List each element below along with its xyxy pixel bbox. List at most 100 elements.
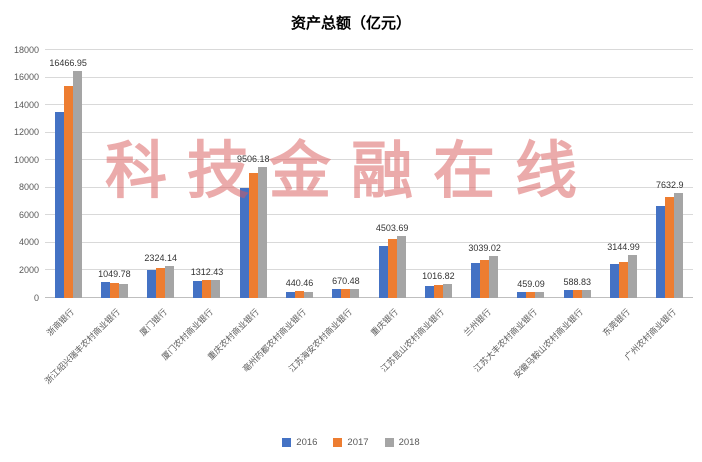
bar-group: 9506.18 — [230, 50, 276, 298]
y-axis-label: 16000 — [13, 72, 39, 83]
bar-2016 — [610, 264, 620, 298]
y-axis-label: 6000 — [18, 209, 39, 220]
legend: 2016 2017 2018 — [0, 437, 702, 448]
bar-group: 3144.99 — [600, 50, 646, 298]
legend-swatch-icon — [384, 438, 394, 447]
bar-2017 — [433, 284, 443, 298]
legend-item-2016: 2016 — [282, 437, 317, 448]
gridline — [45, 131, 693, 133]
gridline — [45, 214, 693, 216]
data-label: 440.46 — [285, 278, 314, 289]
bar-2018 — [72, 71, 82, 298]
y-axis-label: 12000 — [13, 127, 39, 138]
bar-group: 16466.95 — [45, 50, 91, 298]
bar-2018 — [396, 235, 406, 298]
bar-2016 — [147, 269, 157, 298]
bar-2018 — [257, 167, 267, 298]
y-axis-label: 18000 — [13, 44, 39, 55]
data-label: 459.09 — [517, 278, 545, 289]
bar-group: 1049.78 — [91, 50, 137, 298]
bar-2018 — [442, 284, 452, 298]
bar-2017 — [341, 288, 351, 298]
data-label: 1312.43 — [190, 266, 224, 277]
bar-2016 — [517, 292, 527, 298]
gridline — [45, 76, 693, 78]
bar-2017 — [572, 289, 582, 298]
bar-group: 440.46 — [276, 50, 322, 298]
bar-2018 — [489, 256, 499, 298]
plot-area: 16466.95 1049.78 2324.14 1312.43 9506.18 440.… — [45, 49, 693, 298]
bar-2016 — [471, 262, 481, 298]
bar-2016 — [239, 188, 249, 298]
legend-item-2018: 2018 — [384, 437, 420, 448]
gridline — [45, 104, 693, 106]
bar-2017 — [665, 196, 675, 298]
bar-2017 — [295, 291, 305, 298]
legend-swatch-icon — [282, 438, 292, 447]
bar-2016 — [563, 290, 573, 298]
bar-2016 — [378, 246, 388, 298]
data-label: 3144.99 — [607, 241, 640, 252]
bar-2017 — [526, 291, 536, 298]
bar-2018 — [118, 283, 128, 298]
bar-2016 — [286, 291, 296, 298]
bar-group: 4503.69 — [369, 50, 415, 298]
bar-2017 — [156, 267, 166, 298]
y-axis-label: 10000 — [13, 154, 39, 165]
y-axis-label: 8000 — [18, 182, 39, 193]
bar-2018 — [211, 279, 221, 298]
bar-group: 2324.14 — [138, 50, 184, 298]
bar-group: 588.83 — [554, 50, 600, 298]
bar-group: 3039.02 — [462, 50, 508, 298]
bar-group: 459.09 — [508, 50, 554, 298]
legend-label: 2016 — [296, 437, 318, 448]
bar-2017 — [202, 280, 212, 298]
chart-title: 资产总额（亿元） — [290, 15, 411, 32]
bar-2016 — [424, 285, 434, 298]
data-label: 16466.95 — [49, 58, 87, 69]
legend-label: 2017 — [347, 437, 369, 448]
bar-2018 — [350, 288, 360, 298]
bar-2016 — [193, 280, 203, 298]
data-label: 1016.82 — [422, 271, 455, 281]
bar-2018 — [628, 254, 638, 298]
bar-group: 1016.82 — [415, 50, 461, 298]
bar-2018 — [581, 289, 591, 298]
legend-swatch-icon — [333, 438, 343, 447]
bar-2017 — [387, 239, 397, 298]
bar-2018 — [674, 192, 684, 298]
y-axis-label: 4000 — [18, 237, 39, 248]
bar-2017 — [480, 260, 490, 298]
y-axis-label: 0 — [33, 292, 39, 303]
bar-2016 — [656, 206, 666, 298]
gridline — [45, 49, 693, 50]
legend-item-2017: 2017 — [333, 437, 369, 448]
bar-2017 — [248, 172, 258, 298]
data-label: 588.83 — [563, 276, 591, 287]
y-axis-label: 14000 — [13, 99, 39, 110]
data-label: 670.48 — [332, 275, 360, 286]
bar-group: 1312.43 — [184, 50, 230, 298]
bar-2018 — [165, 265, 175, 298]
data-label: 7632.9 — [656, 179, 684, 190]
data-label: 2324.14 — [144, 252, 177, 263]
bar-2016 — [54, 112, 64, 298]
legend-label: 2018 — [398, 437, 420, 448]
data-label: 4503.69 — [375, 222, 409, 233]
gridline — [45, 159, 693, 161]
bar-2017 — [109, 282, 119, 298]
bar-group: 670.48 — [323, 50, 369, 298]
bar-2017 — [619, 261, 629, 298]
data-label: 1049.78 — [98, 269, 131, 280]
bar-2016 — [332, 289, 342, 298]
bar-2017 — [63, 85, 73, 298]
gridline — [45, 269, 693, 271]
x-axis-line — [45, 297, 693, 298]
data-label: 9506.18 — [236, 154, 270, 165]
bar-2018 — [535, 291, 545, 298]
bar-2016 — [100, 282, 110, 298]
bar-2018 — [304, 291, 314, 298]
y-axis-label: 2000 — [18, 264, 39, 275]
data-label: 3039.02 — [468, 243, 501, 254]
